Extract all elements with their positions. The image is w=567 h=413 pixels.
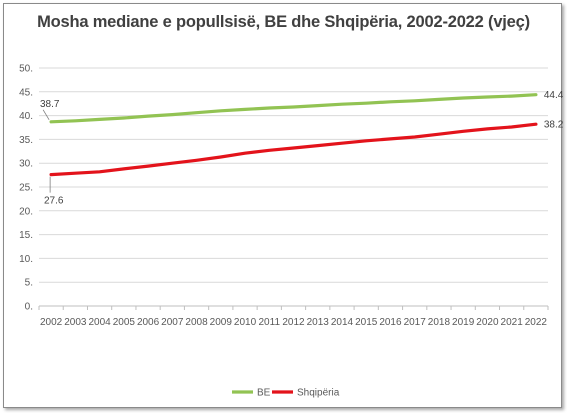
x-tick-label: 2005 (113, 317, 136, 328)
y-tick-label: 30. (19, 159, 33, 170)
y-tick-label: 0. (25, 302, 33, 313)
y-tick-label: 15. (19, 230, 33, 241)
y-tick-label: 5. (25, 278, 33, 289)
legend-label: BE (257, 388, 271, 399)
leader-line (42, 109, 50, 120)
series-line (49, 93, 538, 124)
chart-title: Mosha mediane e popullsisë, BE dhe Shqip… (37, 13, 530, 31)
x-tick-label: 2009 (210, 317, 233, 328)
data-label: 44.4 (544, 90, 564, 101)
x-tick-label: 2017 (404, 317, 427, 328)
y-tick-label: 25. (19, 183, 33, 194)
x-axis-ticks: 2002 2003 2004 2005 2006 2007 2008 2009 2010 2011… (38, 306, 549, 328)
x-tick-label: 2015 (355, 317, 378, 328)
x-tick-label: 2018 (428, 317, 451, 328)
x-tick-label: 2020 (476, 317, 499, 328)
x-tick-label: 2022 (525, 317, 548, 328)
series-shqiperia (49, 122, 538, 177)
chart-frame (3, 3, 562, 408)
x-tick-label: 2011 (259, 317, 281, 328)
x-tick-label: 2014 (331, 317, 354, 328)
x-tick-label: 2019 (452, 317, 475, 328)
x-tick-label: 2013 (307, 317, 330, 328)
data-label: 27.6 (44, 196, 64, 207)
x-tick-label: 2016 (379, 317, 402, 328)
x-tick-label: 2002 (40, 317, 63, 328)
y-tick-label: 50. (19, 64, 33, 75)
y-tick-label: 45. (19, 87, 33, 98)
y-tick-label: 10. (19, 254, 33, 265)
x-tick-label: 2021 (501, 317, 524, 328)
y-axis-ticks: 0. 5. 10. 15. 20. 25. 30. 35. 40. 45. 50. (19, 64, 33, 313)
data-label: 38.2 (544, 120, 564, 131)
series-line (49, 122, 538, 177)
legend-item: BE (232, 388, 271, 399)
data-label: 38.7 (40, 99, 60, 110)
x-tick-label: 2006 (137, 317, 160, 328)
x-tick-label: 2004 (88, 317, 111, 328)
x-tick-label: 2003 (64, 317, 87, 328)
x-tick-label: 2007 (161, 317, 184, 328)
y-tick-label: 35. (19, 135, 33, 146)
legend-item: Shqipëria (272, 388, 340, 399)
data-labels: 38.7 27.6 44.4 38.2 (40, 90, 564, 206)
gridlines (39, 67, 548, 307)
legend: BE Shqipëria (232, 388, 340, 399)
series-be (49, 93, 538, 124)
x-tick-label: 2012 (282, 317, 305, 328)
x-tick-label: 2008 (185, 317, 208, 328)
x-tick-label: 2010 (234, 317, 257, 328)
legend-label: Shqipëria (297, 388, 340, 399)
y-tick-label: 20. (19, 206, 33, 217)
y-tick-label: 40. (19, 111, 33, 122)
